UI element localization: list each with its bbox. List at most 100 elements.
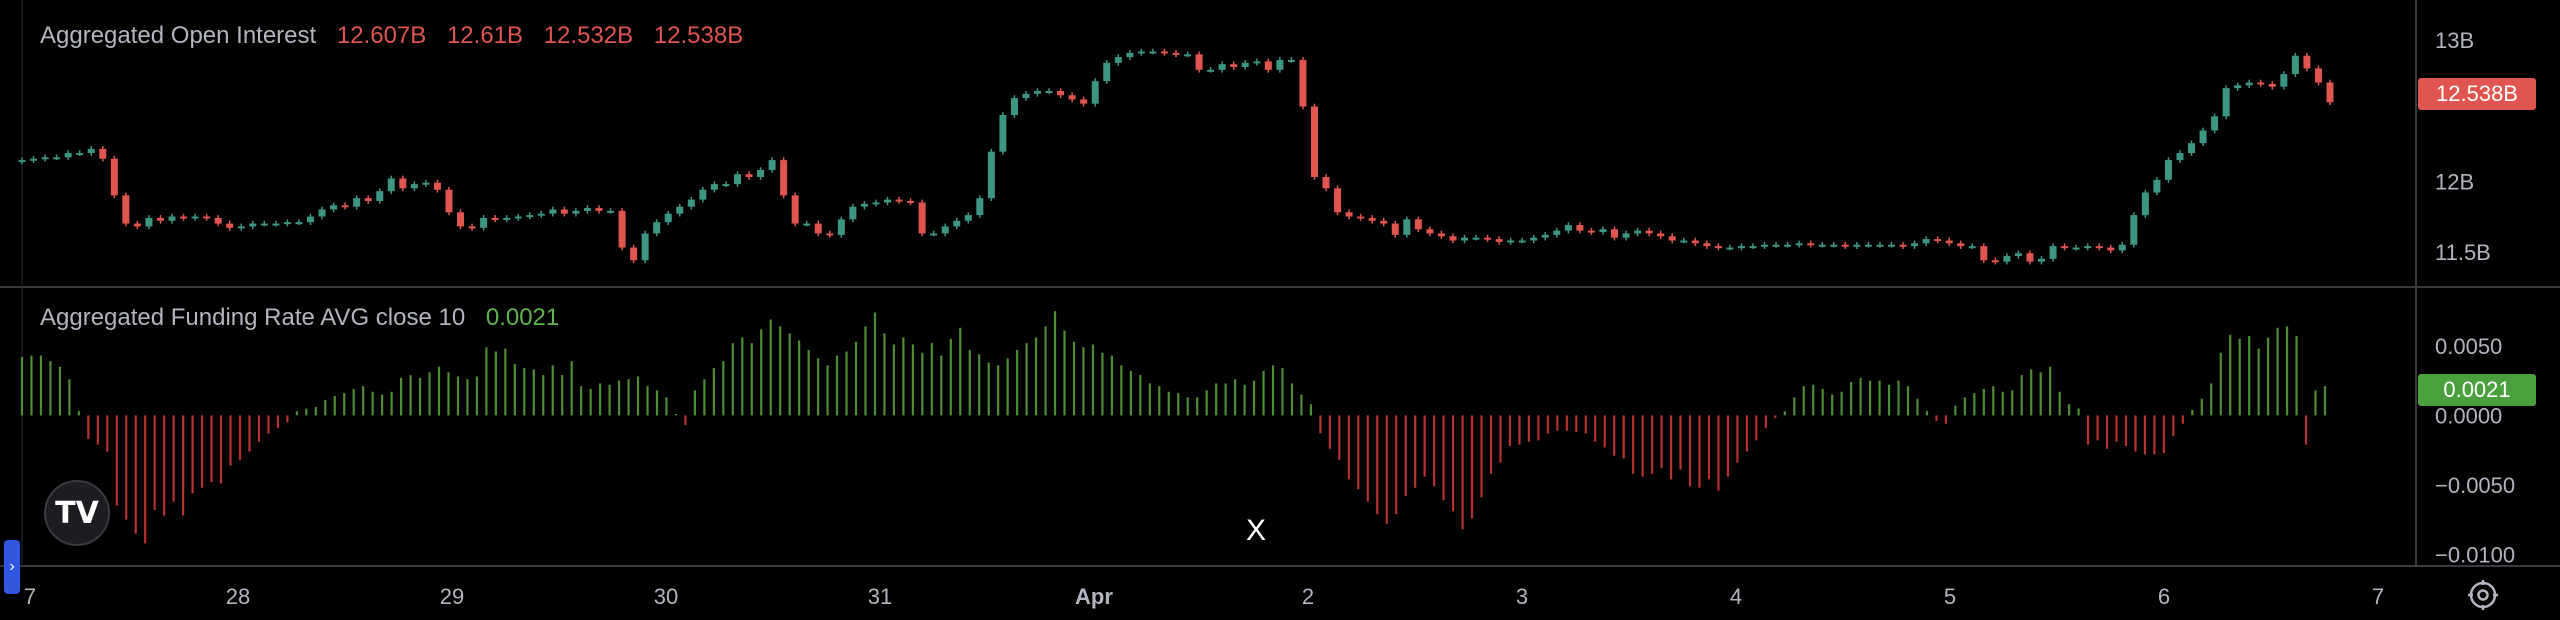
oi-candle	[560, 209, 568, 214]
oi-candle	[1195, 54, 1203, 70]
oi-candle	[676, 206, 684, 214]
time-tick-label: 29	[440, 584, 464, 609]
oi-candle	[41, 157, 49, 160]
oi-candle	[987, 151, 995, 199]
oi-candle	[2038, 258, 2045, 262]
time-tick-label: 31	[868, 584, 892, 609]
oi-candle	[1541, 234, 1549, 238]
oi-candle	[1114, 57, 1122, 63]
oi-high-value: 12.61B	[446, 22, 524, 49]
funding-legend-title: Aggregated Funding Rate AVG close 10	[40, 304, 466, 331]
oi-candle	[2188, 143, 2196, 154]
oi-candle	[1495, 239, 1503, 242]
oi-candle	[1461, 237, 1468, 241]
oi-candle	[2211, 116, 2219, 131]
funding-price-axis: 0.0050 0.0000 −0.0050 −0.0100	[2435, 334, 2515, 568]
oi-candle	[953, 220, 961, 227]
time-axis: 7 28 29 30 31 Apr 2 3 4 5 6 7	[24, 584, 2384, 609]
oi-candle	[1749, 246, 1757, 249]
oi-candle	[849, 206, 857, 220]
oi-candle	[1622, 233, 1630, 238]
oi-candle	[2014, 253, 2022, 257]
oi-candle	[1737, 246, 1745, 249]
oi-low-value: 12.532B	[543, 22, 634, 49]
time-tick-label: 4	[1730, 584, 1742, 609]
oi-candle	[1241, 62, 1249, 68]
oi-candle	[1784, 244, 1792, 247]
oi-candle	[1172, 52, 1180, 55]
settings-gear-icon[interactable]	[2466, 578, 2500, 612]
oi-candle	[2072, 247, 2080, 250]
oi-candle	[2199, 130, 2207, 144]
oi-candle	[618, 210, 626, 248]
oi-candle	[1934, 239, 1942, 242]
oi-candle	[1795, 243, 1803, 246]
oi-y-tick-label: 13B	[2435, 28, 2474, 53]
oi-y-tick-label: 12B	[2435, 169, 2474, 194]
oi-candle	[1137, 51, 1145, 54]
oi-candle	[2130, 215, 2138, 245]
oi-candle	[1287, 59, 1295, 62]
oi-legend[interactable]: Aggregated Open Interest 12.607B 12.61B …	[40, 22, 743, 50]
funding-y-tick-label: −0.0050	[2435, 473, 2515, 498]
oi-candle	[1310, 106, 1318, 178]
oi-candle	[1691, 240, 1699, 244]
funding-histogram	[20, 311, 2327, 544]
oi-candle	[18, 160, 26, 163]
tradingview-logo-icon[interactable]: TV	[44, 480, 110, 546]
oi-candle	[1899, 244, 1907, 247]
oi-candle	[1426, 229, 1434, 234]
oi-candle	[410, 184, 418, 189]
oi-candle	[1368, 217, 1376, 221]
oi-candle	[1080, 99, 1088, 104]
oi-candle	[353, 198, 361, 207]
oi-candle	[1357, 216, 1365, 219]
oi-candle	[1276, 59, 1284, 70]
oi-candle	[1911, 243, 1919, 247]
oi-candle	[1876, 244, 1884, 247]
oi-y-tick-label: 11.5B	[2435, 240, 2491, 265]
funding-legend[interactable]: Aggregated Funding Rate AVG close 10 0.0…	[40, 304, 559, 332]
time-tick-label: 5	[1944, 584, 1956, 609]
left-panel-toggle-handle[interactable]: ›	[4, 540, 20, 594]
oi-close-value: 12.538B	[653, 22, 744, 49]
oi-legend-title: Aggregated Open Interest	[40, 22, 317, 49]
oi-candle	[1703, 243, 1711, 247]
oi-candle	[1576, 224, 1584, 231]
oi-candle	[364, 198, 372, 202]
oi-candle	[1668, 236, 1676, 241]
funding-y-tick-label: 0.0000	[2435, 403, 2502, 428]
oi-candle	[2291, 55, 2299, 75]
oi-candle	[837, 219, 845, 235]
oi-candle	[110, 158, 118, 196]
oi-candle	[1507, 240, 1515, 243]
oi-candle	[2303, 55, 2311, 69]
oi-candle	[30, 158, 38, 161]
oi-price-axis: 11.5B 12B 13B	[2435, 28, 2491, 265]
oi-candle	[607, 210, 615, 213]
oi-candle	[1437, 233, 1445, 237]
oi-candle	[214, 217, 222, 224]
oi-candle	[1345, 212, 1353, 217]
oi-candle	[2153, 179, 2161, 193]
oi-candle	[457, 212, 465, 227]
oi-candle	[1980, 246, 1988, 261]
oi-candle	[930, 233, 938, 236]
oi-candle	[1034, 90, 1042, 94]
oi-candle	[99, 148, 107, 159]
oi-candle	[1022, 93, 1030, 99]
oi-candle	[918, 202, 926, 234]
oi-candle	[757, 169, 765, 178]
oi-last-value-badge: 12.538B	[2418, 78, 2536, 110]
oi-candle	[630, 247, 638, 261]
oi-candle	[514, 216, 522, 219]
oi-candle	[1991, 260, 1999, 263]
oi-candle	[791, 195, 799, 224]
oi-candle	[1772, 244, 1780, 247]
oi-candle	[1726, 247, 1734, 250]
oi-candle	[1484, 237, 1492, 240]
oi-candle	[2061, 246, 2069, 249]
oi-candle	[768, 160, 776, 170]
oi-candle	[1818, 244, 1826, 247]
